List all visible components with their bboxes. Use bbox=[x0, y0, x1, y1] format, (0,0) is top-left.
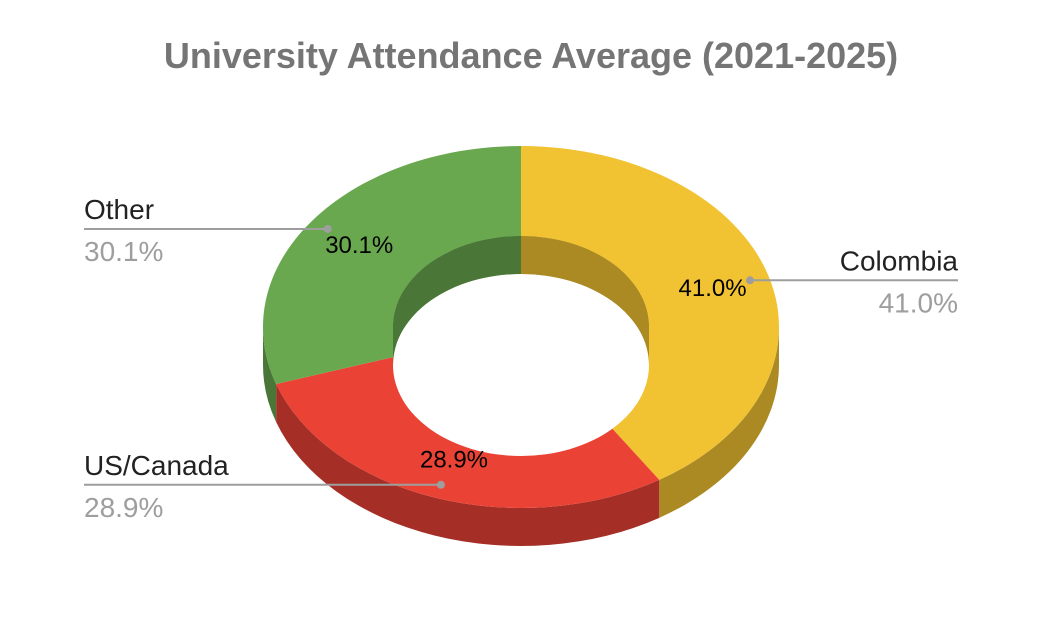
hole-wall-colombia bbox=[521, 236, 649, 365]
hole-wall-other bbox=[393, 236, 521, 365]
donut-top-faces bbox=[262, 146, 779, 508]
side-wall-colombia bbox=[659, 327, 779, 518]
leader-dot-us-canada bbox=[436, 480, 445, 489]
legend: Colombia 41.0% US/Canada 28.9% Other 30.1% bbox=[84, 194, 958, 523]
legend-pct-us-canada: 28.9% bbox=[84, 492, 163, 523]
legend-pct-colombia: 41.0% bbox=[879, 287, 958, 318]
leader-dot-colombia bbox=[746, 276, 755, 285]
chart-title: University Attendance Average (2021-2025… bbox=[164, 35, 898, 76]
slice-label-other: 30.1% bbox=[325, 232, 393, 259]
donut-depth bbox=[263, 327, 779, 546]
side-wall-other bbox=[263, 327, 277, 423]
slice-label-colombia: 41.0% bbox=[679, 275, 747, 302]
legend-name-us-canada: US/Canada bbox=[84, 450, 229, 481]
side-wall-us-canada bbox=[276, 384, 660, 546]
donut-hole bbox=[393, 274, 649, 456]
slice-other bbox=[262, 146, 521, 385]
slice-label-us-canada: 28.9% bbox=[420, 446, 488, 473]
legend-name-colombia: Colombia bbox=[840, 245, 959, 276]
legend-name-other: Other bbox=[84, 194, 154, 225]
slice-labels: 41.0% 28.9% 30.1% bbox=[325, 232, 746, 474]
slice-colombia bbox=[521, 146, 779, 480]
legend-pct-other: 30.1% bbox=[84, 236, 163, 267]
leader-lines bbox=[84, 224, 958, 489]
leader-dot-other bbox=[323, 224, 332, 233]
